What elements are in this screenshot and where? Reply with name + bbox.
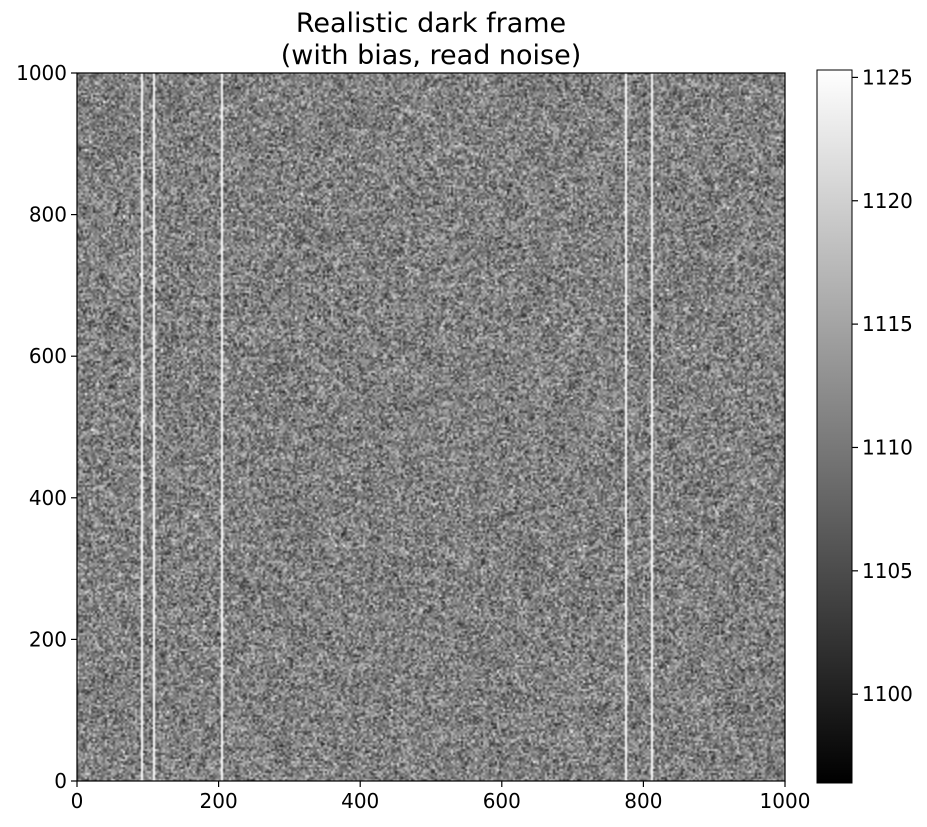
chart-title-line2: (with bias, read noise) — [281, 40, 582, 71]
plot-frame — [76, 72, 786, 782]
chart-title-line1: Realistic dark frame — [296, 8, 566, 39]
y-axis-ticks: 0 200 400 600 800 1000 — [16, 61, 77, 793]
x-tick-label: 600 — [483, 789, 521, 813]
colorbar-tick-label: 1115 — [862, 312, 913, 336]
colorbar-tick-label: 1105 — [862, 559, 913, 583]
colorbar-tick-label: 1100 — [862, 682, 913, 706]
y-tick-label: 0 — [54, 769, 67, 793]
colorbar — [816, 69, 853, 784]
y-tick-label: 1000 — [16, 61, 67, 85]
y-tick-label: 600 — [29, 344, 67, 368]
dark-frame-image — [77, 73, 785, 781]
colorbar-tick-label: 1120 — [862, 189, 913, 213]
x-tick-label: 0 — [71, 789, 84, 813]
y-tick-label: 200 — [29, 627, 67, 651]
x-tick-label: 800 — [624, 789, 662, 813]
colorbar-ticks: 1100 1105 1110 1115 1120 1125 — [852, 65, 913, 706]
y-tick-label: 400 — [29, 486, 67, 510]
colorbar-tick-label: 1125 — [862, 65, 913, 89]
y-tick-label: 800 — [29, 203, 67, 227]
x-axis-ticks: 0 200 400 600 800 1000 — [71, 781, 811, 813]
x-tick-label: 400 — [341, 789, 379, 813]
colorbar-tick-label: 1110 — [862, 435, 913, 459]
x-tick-label: 200 — [200, 789, 238, 813]
x-tick-label: 1000 — [760, 789, 811, 813]
